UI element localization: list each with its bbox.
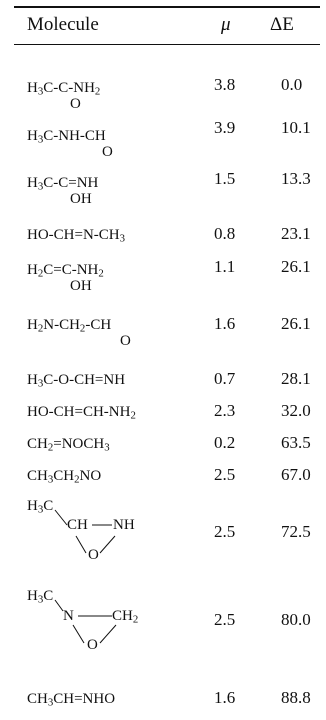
molecule-substituent: OH (70, 191, 92, 207)
mu-value: 3.9 (214, 118, 236, 137)
ring-atom: CH2 (112, 608, 139, 626)
molecule-formula: CH3CH2NO (27, 468, 102, 486)
delta-e-value: 88.8 (281, 688, 311, 707)
molecule-formula: HO-CH=CH-NH2 (27, 404, 136, 422)
molecule-substituent: O (120, 333, 131, 349)
header-molecule: Molecule (27, 14, 99, 35)
mu-value: 1.6 (214, 688, 236, 707)
delta-e-value: 67.0 (281, 465, 311, 484)
delta-e-value: 23.1 (281, 224, 311, 243)
molecule-formula: H2N-CH2-CH (27, 317, 112, 335)
delta-e-value: 26.1 (281, 257, 311, 276)
molecule-formula: H2C=C-NH2 (27, 262, 104, 280)
ring-atom: NH (113, 517, 135, 533)
molecule-substituent: O (70, 96, 81, 112)
molecule-formula: H3C (27, 588, 54, 606)
table-top-rule (14, 6, 320, 8)
mu-value: 0.7 (214, 369, 236, 388)
mu-value: 2.5 (214, 465, 236, 484)
delta-e-value: 13.3 (281, 169, 311, 188)
mu-value: 0.8 (214, 224, 236, 243)
mu-value: 0.2 (214, 433, 236, 452)
molecule-formula: CH3CH=NHO (27, 691, 116, 709)
molecule-substituent: OH (70, 278, 92, 294)
delta-e-value: 63.5 (281, 433, 311, 452)
delta-e-value: 28.1 (281, 369, 311, 388)
table-header-rule (14, 44, 320, 45)
molecule-substituent: O (102, 144, 113, 160)
delta-e-value: 10.1 (281, 118, 311, 137)
table-row: H3C N CH2 O 2.5 80.0 (0, 588, 326, 668)
ring-atom: O (87, 637, 98, 653)
delta-e-value: 80.0 (281, 610, 311, 629)
molecule-formula: HO-CH=N-CH3 (27, 227, 126, 245)
ring-bonds (54, 599, 117, 644)
molecule-formula: H3C-C=NH (27, 175, 99, 193)
molecule-formula: H3C-O-CH=NH (27, 372, 126, 390)
mu-value: 2.5 (214, 522, 236, 541)
delta-e-value: 72.5 (281, 522, 311, 541)
mu-value: 1.6 (214, 314, 236, 333)
mu-value: 3.8 (214, 75, 236, 94)
table-row: H3C CH NH O 2.5 72.5 (0, 498, 326, 578)
delta-e-value: 0.0 (281, 75, 303, 94)
ring-bonds (54, 509, 116, 554)
delta-e-value: 26.1 (281, 314, 311, 333)
mu-value: 1.5 (214, 169, 236, 188)
molecule-formula: CH2=NOCH3 (27, 436, 110, 454)
ring-atom: N (63, 608, 74, 624)
header-relative-energy: ΔE (270, 14, 294, 35)
mu-value: 2.3 (214, 401, 236, 420)
ring-atom: CH (67, 517, 88, 533)
molecule-formula: H3C-NH-CH (27, 128, 106, 146)
mu-value: 2.5 (214, 610, 236, 629)
molecule-formula: H3C (27, 498, 54, 516)
mu-value: 1.1 (214, 257, 236, 276)
delta-e-value: 32.0 (281, 401, 311, 420)
header-dipole-moment: μ (221, 14, 231, 35)
ring-atom: O (88, 547, 99, 563)
molecule-formula: H3C-C-NH2 (27, 80, 101, 98)
